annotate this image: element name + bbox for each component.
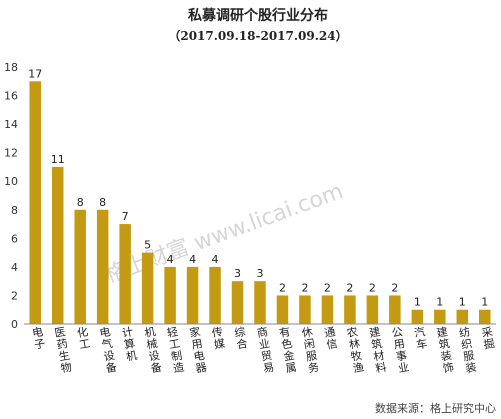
bar xyxy=(344,295,356,324)
bar-value-label: 1 xyxy=(459,296,466,309)
y-tick-label: 16 xyxy=(4,90,18,103)
watermark: 格上财富 www.licai.com xyxy=(102,179,347,289)
y-tick-label: 14 xyxy=(4,118,18,131)
bar xyxy=(321,295,334,324)
bar-value-label: 7 xyxy=(122,210,129,223)
bar-value-label: 2 xyxy=(301,281,308,294)
bar xyxy=(389,295,401,324)
category-label: 纺织服装 xyxy=(458,324,478,375)
bar-value-label: 2 xyxy=(279,281,286,294)
category-labels: 电子医药生物化工电气设备计算机机械设备轻工制造家用电器传媒综合商业贸易有色金属休… xyxy=(31,324,496,375)
category-label: 采掘 xyxy=(481,325,496,352)
bar xyxy=(209,266,221,324)
bar xyxy=(96,209,109,324)
bar-value-label: 2 xyxy=(346,281,353,294)
bar xyxy=(186,266,199,324)
bar xyxy=(29,81,41,325)
bar-value-label: 4 xyxy=(189,253,196,266)
category-label: 家用电器 xyxy=(188,324,208,375)
bar xyxy=(74,209,86,324)
bar xyxy=(119,224,131,324)
category-label: 通信 xyxy=(323,325,338,352)
y-tick-label: 6 xyxy=(11,232,18,245)
y-tick-label: 2 xyxy=(11,289,18,302)
bar-value-label: 1 xyxy=(436,296,443,309)
y-tick-label: 18 xyxy=(4,61,18,74)
chart-title: 私募调研个股行业分布 xyxy=(188,7,328,24)
bar-value-label: 11 xyxy=(51,153,65,166)
bars xyxy=(29,81,491,325)
y-tick-label: 12 xyxy=(4,147,18,160)
bar-value-label: 4 xyxy=(212,253,219,266)
category-label: 电子 xyxy=(31,325,46,352)
category-label: 商业贸易 xyxy=(256,324,276,375)
bar-value-label: 5 xyxy=(144,239,151,252)
category-label: 综合 xyxy=(233,324,248,352)
category-label: 公用事业 xyxy=(391,325,410,375)
bar-value-label: 17 xyxy=(28,67,42,80)
bar-value-label: 8 xyxy=(99,196,106,209)
bar-value-label: 2 xyxy=(369,281,376,294)
bar xyxy=(434,309,446,324)
bar xyxy=(366,295,379,324)
y-tick-label: 8 xyxy=(11,204,18,217)
y-tick-label: 4 xyxy=(11,261,18,274)
bar-value-label: 4 xyxy=(167,253,174,266)
bar xyxy=(164,266,176,324)
y-tick-label: 10 xyxy=(4,175,18,188)
bar-value-label: 8 xyxy=(77,196,84,209)
watermark-text: 格上财富 www.licai.com xyxy=(102,179,347,289)
category-label: 汽车 xyxy=(413,324,428,352)
bar xyxy=(254,281,266,324)
category-label: 建筑材料 xyxy=(368,324,388,375)
bar xyxy=(51,166,64,324)
y-axis: 0 2 4 6 8 10 12 14 16 18 xyxy=(4,61,18,331)
bar-value-label: 1 xyxy=(414,296,421,309)
bar xyxy=(141,252,154,324)
bar-value-label: 2 xyxy=(324,281,331,294)
chart-subtitle: （2017.09.18-2017.09.24） xyxy=(168,28,347,43)
category-label: 计算机 xyxy=(121,325,138,363)
bar-value-label: 1 xyxy=(481,296,488,309)
category-label: 休闲服务 xyxy=(301,325,320,375)
bar xyxy=(479,309,491,324)
category-label: 医药生物 xyxy=(54,325,73,375)
category-label: 轻工制造 xyxy=(166,324,186,375)
category-label: 建筑装饰 xyxy=(435,324,455,375)
category-label: 化工 xyxy=(76,324,91,352)
source-note: 数据来源：格上研究中心 xyxy=(375,401,496,415)
bar xyxy=(276,295,289,324)
category-label: 传媒 xyxy=(211,325,226,352)
category-label: 农林牧渔 xyxy=(346,324,366,375)
bar xyxy=(231,281,244,324)
bar xyxy=(456,309,469,324)
bar-value-label: 2 xyxy=(391,281,398,294)
bar xyxy=(411,309,424,324)
category-label: 有色金属 xyxy=(278,324,298,375)
bar xyxy=(299,295,311,324)
bar-value-label: 3 xyxy=(257,267,264,280)
category-label: 机械设备 xyxy=(143,324,163,375)
category-label: 电气设备 xyxy=(99,325,118,375)
bar-value-label: 3 xyxy=(234,267,241,280)
y-tick-label: 0 xyxy=(11,318,18,331)
